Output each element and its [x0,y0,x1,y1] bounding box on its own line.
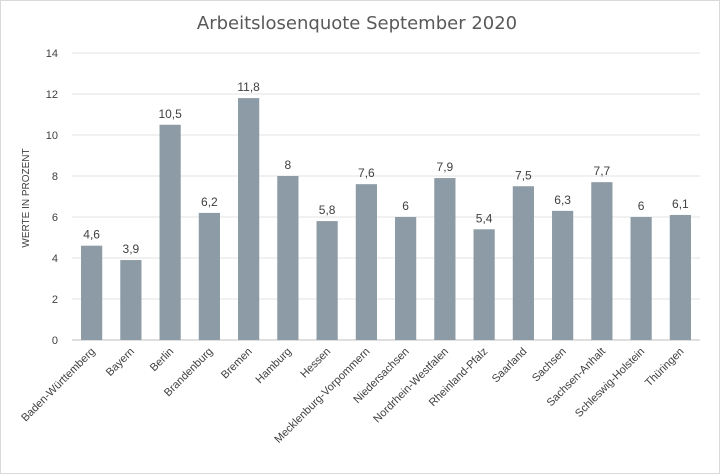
data-label: 7,7 [594,164,611,178]
bar [198,212,220,340]
data-label: 3,9 [123,242,140,256]
data-label: 10,5 [158,107,182,121]
data-label: 7,9 [437,160,454,174]
y-axis-label: WERTE IN PROZENT [21,148,32,247]
data-label: 7,6 [358,166,375,180]
chart-title: Arbeitslosenquote September 2020 [197,13,517,34]
x-tick-label: Berlin [148,346,176,374]
bar [591,182,613,340]
x-tick-label: Saarland [490,346,530,386]
data-label: 6,3 [554,193,571,207]
x-tick-label: Hessen [298,346,333,381]
data-label: 6,2 [201,195,218,209]
data-label: 4,6 [83,228,100,242]
x-tick-label: Bremen [219,346,255,382]
bar [81,245,103,340]
x-tick-label: Sachsen [530,346,569,385]
y-tick-label: 10 [46,130,58,142]
bar [512,186,534,340]
x-tick-label: Thüringen [643,346,687,390]
bar [159,124,181,340]
bar [355,184,377,340]
bar [669,214,691,340]
bar [473,229,495,340]
bar [552,210,574,340]
x-tick-label: Bayern [104,346,137,379]
data-label: 5,8 [319,203,336,217]
data-label: 7,5 [515,168,532,182]
y-tick-label: 6 [52,212,58,224]
data-label: 6,1 [672,197,689,211]
bar [238,98,260,340]
y-tick-label: 0 [52,335,58,347]
bar [395,217,417,340]
bar [316,221,338,340]
data-label: 5,4 [476,211,493,225]
bar [277,176,299,340]
data-label: 6 [638,199,645,213]
x-tick-label: Hamburg [254,346,294,386]
bar [630,217,652,340]
y-tick-label: 8 [52,171,58,183]
data-label: 11,8 [237,80,260,94]
y-tick-label: 2 [52,294,58,306]
bar [434,178,456,340]
y-tick-label: 14 [46,48,58,60]
y-tick-label: 12 [46,89,58,101]
x-tick-label: Nordrhein-Westfalen [371,346,451,426]
data-label: 6 [402,199,409,213]
x-tick-label: Baden-Württemberg [19,346,98,425]
x-tick-label: Schleswig-Holstein [573,346,647,420]
bar [120,260,142,340]
data-label: 8 [285,158,292,172]
y-tick-label: 4 [52,253,58,265]
